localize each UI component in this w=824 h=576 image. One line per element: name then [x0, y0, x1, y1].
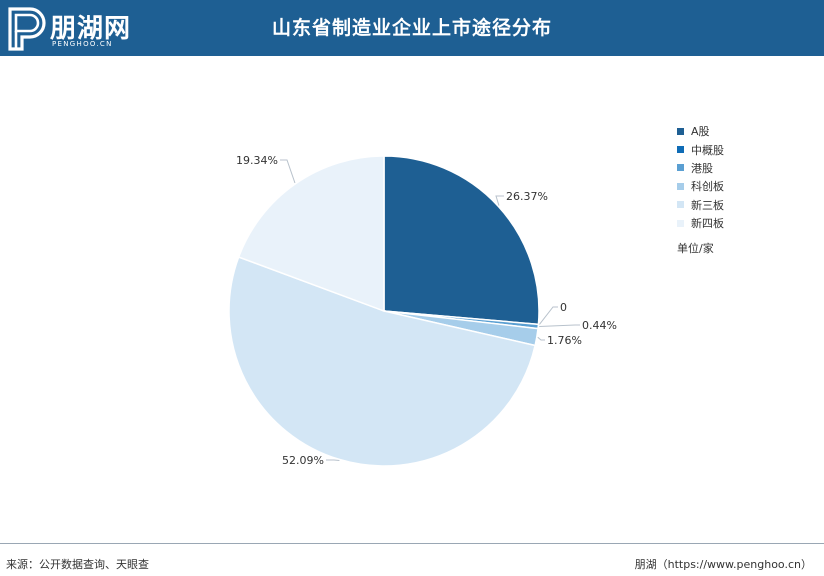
legend-item-2: 港股: [677, 159, 724, 177]
legend-item-1: 中概股: [677, 140, 724, 158]
legend-item-3: 科创板: [677, 177, 724, 195]
legend-item-5: 新四板: [677, 214, 724, 232]
data-label-5: 19.34%: [236, 154, 278, 167]
legend-swatch-2: [677, 164, 684, 172]
data-label-0: 26.37%: [506, 190, 548, 203]
legend-swatch-3: [677, 182, 684, 190]
leader-line-1: [539, 306, 558, 325]
legend-label-2: 港股: [691, 161, 713, 175]
footer-divider: [0, 543, 824, 544]
pie-slice-0: [383, 155, 540, 326]
legend-label-4: 新三板: [691, 198, 724, 212]
data-label-4: 52.09%: [282, 454, 324, 467]
brand-note: 朋湖（https://www.penghoo.cn）: [634, 558, 812, 571]
legend-item-4: 新三板: [677, 196, 724, 214]
legend-swatch-1: [677, 146, 684, 154]
legend-label-5: 新四板: [691, 217, 724, 231]
logo: 朋湖网 PENGHOO.CN: [6, 7, 138, 51]
leader-line-2: [539, 324, 580, 328]
leader-line-3: [537, 336, 545, 341]
header-bar: 朋湖网 PENGHOO.CN 山东省制造业企业上市途径分布: [0, 0, 824, 56]
legend-swatch-0: [677, 127, 684, 135]
logo-text: 朋湖网: [50, 14, 132, 44]
legend-swatch-4: [677, 201, 684, 209]
penghoo-logo-icon: [8, 7, 46, 51]
data-label-3: 1.76%: [547, 334, 582, 347]
leader-line-0: [495, 195, 504, 206]
pie-chart: 26.37% 0 0.44%1.76% 52.09% 19.34%: [228, 154, 617, 467]
source-note: 来源：公开数据查询、天眼查: [6, 558, 149, 571]
chart-title: 山东省制造业企业上市途径分布: [271, 17, 552, 39]
chart-legend: A股中概股港股科创板新三板新四板: [677, 122, 724, 232]
legend-label-0: A股: [691, 125, 710, 139]
data-label-1: 0: [560, 301, 567, 314]
data-label-2: 0.44%: [582, 319, 617, 332]
legend-label-3: 科创板: [691, 180, 724, 194]
pie-slice-4: [228, 256, 537, 467]
legend-label-1: 中概股: [691, 143, 724, 157]
legend-swatch-5: [677, 219, 684, 227]
unit-label: 单位/家: [677, 242, 714, 255]
pie-slice-5: [237, 155, 385, 313]
leader-line-5: [280, 159, 296, 184]
legend-item-0: A股: [677, 122, 724, 140]
logo-subtext: PENGHOO.CN: [52, 40, 113, 48]
